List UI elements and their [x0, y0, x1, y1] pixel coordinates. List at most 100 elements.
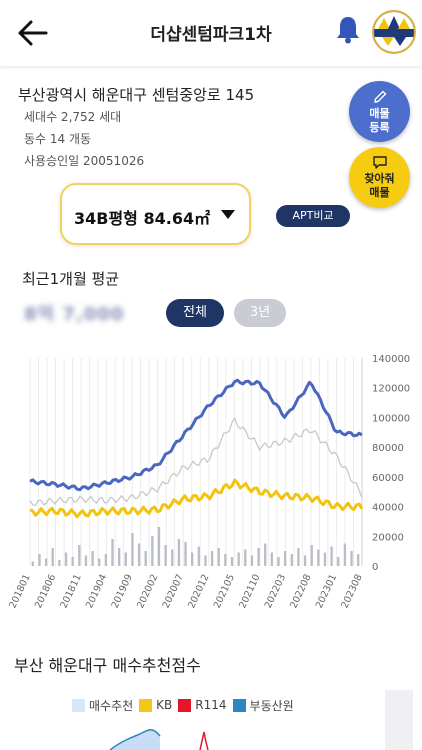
volume-bar: [257, 548, 260, 566]
x-tick-label: 202110: [237, 573, 262, 610]
volume-bar: [264, 543, 267, 566]
series-line-1: [29, 478, 364, 519]
volume-bar: [197, 546, 200, 566]
volume-bar: [111, 539, 114, 566]
bell-icon[interactable]: [334, 14, 362, 44]
find-listing-button[interactable]: 찾아줘 매물: [349, 147, 410, 208]
volume-bar: [323, 552, 327, 566]
legend-swatch-r114: [178, 698, 192, 712]
volume-bar: [44, 558, 48, 566]
volume-bar: [283, 551, 287, 566]
area-type-value: 34B평형 84.64㎡: [74, 209, 211, 228]
x-tick-label: 202301: [314, 573, 339, 610]
volume-bar: [350, 551, 353, 566]
legend-label-buy: 매수추천: [89, 698, 134, 713]
x-tick-label: 201801: [7, 573, 32, 610]
apartment-address: 부산광역시 해운대구 센텀중앙로 145: [18, 86, 255, 104]
x-tick-label: 202002: [135, 573, 160, 610]
y-tick-label: 60000: [372, 473, 404, 484]
volume-bar: [290, 554, 293, 566]
volume-bar: [91, 551, 94, 566]
volume-bar: [171, 549, 174, 566]
volume-bar: [330, 546, 333, 566]
volume-bar: [71, 557, 74, 566]
volume-bar: [84, 555, 88, 566]
volume-bar: [38, 554, 41, 566]
volume-bar: [270, 552, 274, 566]
x-tick-label: 201909: [110, 573, 135, 610]
area-type-dropdown[interactable]: 34B평형 84.64㎡: [60, 183, 251, 245]
volume-bar: [137, 543, 141, 566]
volume-bar: [98, 558, 101, 566]
legend-swatch-kb: [139, 698, 153, 712]
y-tick-label: 0: [372, 562, 378, 573]
volume-bar: [58, 560, 61, 566]
avatar[interactable]: [372, 10, 416, 54]
volume-bar: [337, 557, 340, 566]
legend-swatch-reb: [232, 698, 246, 712]
x-tick-label: 202105: [212, 573, 237, 610]
volume-bar: [303, 555, 307, 566]
price-trend-chart: 0 20000 40000 60000 80000 100000 120000 140000 2…: [7, 354, 410, 610]
find-label-line2: 매물: [369, 186, 390, 199]
y-tick-label: 40000: [372, 503, 404, 514]
caret-down-icon: [221, 210, 235, 219]
page-title: 더샵센텀파크1차: [150, 25, 272, 45]
volume-bar: [64, 552, 68, 566]
x-tick-label: 202007: [161, 573, 186, 610]
volume-bar: [164, 545, 167, 566]
volume-bar: [131, 533, 134, 566]
register-label-line2: 등록: [369, 120, 390, 134]
volume-bar: [317, 549, 320, 566]
volume-bar: [310, 545, 313, 566]
recent-average-value: 8억 7,000: [24, 304, 125, 325]
period-3year-button[interactable]: 3년: [234, 299, 286, 327]
volume-bar: [157, 527, 161, 566]
logo-icon: [374, 12, 414, 52]
x-tick-label: 201811: [58, 573, 83, 610]
y-tick-label: 20000: [372, 532, 404, 543]
x-tick-label: 202012: [186, 573, 211, 610]
register-label-line1: 매물: [369, 106, 390, 120]
volume-bar: [184, 542, 187, 566]
pencil-icon: [373, 90, 386, 103]
volume-bar: [230, 557, 234, 566]
y-tick-label: 120000: [372, 384, 410, 395]
volume-bar: [217, 548, 220, 566]
legend-item-reb: 부동산원: [232, 697, 294, 714]
legend-item-buy: 매수추천: [72, 697, 133, 714]
legend-label-r114: R114: [195, 698, 227, 712]
volume-bar: [144, 551, 147, 566]
volume-bar: [177, 539, 181, 566]
volume-bar: [250, 555, 254, 566]
volume-bar: [117, 548, 121, 566]
volume-bar: [224, 554, 227, 566]
households-info: 세대수 2,752 세대: [24, 110, 122, 124]
volume-bar: [51, 548, 54, 566]
find-label-line1: 찾아줘: [364, 172, 395, 185]
register-listing-button[interactable]: 매물 등록: [349, 81, 410, 142]
recommend-section-title: 부산 해운대구 매수추천점수: [14, 656, 201, 675]
recent-average-label: 최근1개월 평균: [22, 270, 120, 288]
volume-bar: [151, 536, 154, 566]
y-tick-label: 100000: [372, 413, 410, 424]
volume-bar: [191, 552, 194, 566]
legend-item-kb: KB: [139, 698, 172, 712]
back-arrow-icon[interactable]: [16, 18, 50, 48]
legend-item-r114: R114: [178, 698, 227, 712]
volume-bar: [210, 551, 214, 566]
x-tick-label: 201904: [84, 573, 109, 610]
volume-bar: [343, 543, 347, 566]
period-all-button[interactable]: 전체: [166, 299, 224, 327]
x-tick-label: 202308: [339, 573, 364, 610]
series-line-0: [29, 378, 363, 492]
volume-bar: [78, 545, 81, 566]
apt-compare-button[interactable]: APT비교: [276, 205, 350, 227]
y-tick-label: 80000: [372, 443, 404, 454]
volume-bar: [124, 552, 127, 566]
app-header: 더샵센텀파크1차: [0, 0, 422, 66]
volume-bar: [244, 549, 247, 566]
x-tick-label: 201806: [33, 573, 58, 610]
volume-bar: [104, 554, 108, 566]
x-tick-label: 202203: [263, 573, 288, 610]
